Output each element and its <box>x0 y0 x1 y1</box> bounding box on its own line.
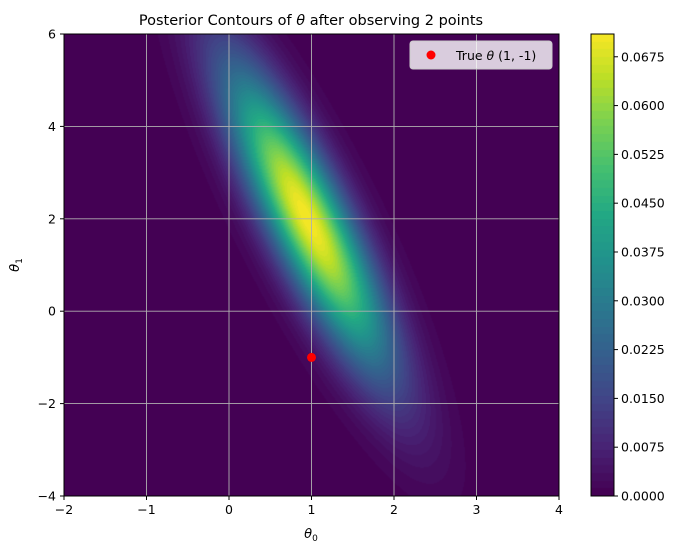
y-tick-label: 6 <box>48 27 56 42</box>
x-tick-label: 2 <box>390 502 398 517</box>
colorbar-tick-label: 0.0150 <box>621 391 665 406</box>
colorbar-tick-label: 0.0600 <box>621 98 665 113</box>
grid-lines <box>64 34 559 496</box>
colorbar-gradient <box>591 34 614 496</box>
colorbar-tick-label: 0.0000 <box>621 489 665 504</box>
x-tick-label: 4 <box>555 502 563 517</box>
y-axis-ticks: −4 −2 0 2 4 6 <box>38 27 64 504</box>
colorbar-tick-label: 0.0525 <box>621 147 665 162</box>
legend: True θ (1, -1) <box>409 40 553 70</box>
colorbar-tick-label: 0.0300 <box>621 293 665 308</box>
chart-title: Posterior Contours of θ after observing … <box>139 13 483 29</box>
y-tick-label: 4 <box>48 119 56 134</box>
x-tick-label: 3 <box>473 502 481 517</box>
plot-area <box>63 33 560 497</box>
x-tick-label: 0 <box>225 502 233 517</box>
legend-label: True θ (1, -1) <box>455 48 536 63</box>
x-tick-label: −1 <box>137 502 155 517</box>
colorbar-frame <box>590 33 615 497</box>
colorbar-ticks: 0.0000 0.0075 0.0150 0.0225 0.0300 0.0375 0.04… <box>614 49 665 504</box>
legend-box <box>409 40 553 70</box>
x-tick-label: 1 <box>308 502 316 517</box>
y-tick-label: −4 <box>38 489 56 504</box>
colorbar-tick-label: 0.0075 <box>621 440 665 455</box>
data-points <box>307 352 316 362</box>
x-axis-ticks: −2 −1 0 1 2 3 4 <box>55 496 563 517</box>
colorbar-tick-label: 0.0375 <box>621 244 665 259</box>
true-theta-point <box>307 352 316 362</box>
colorbar-tick-label: 0.0675 <box>621 49 665 64</box>
y-tick-label: 0 <box>48 304 56 319</box>
legend-marker <box>426 50 436 60</box>
y-tick-label: −2 <box>38 396 56 411</box>
y-tick-label: 2 <box>48 211 56 226</box>
x-tick-label: −2 <box>55 502 73 517</box>
y-axis-label: θ1 <box>8 258 25 272</box>
colorbar-tick-label: 0.0225 <box>621 342 665 357</box>
colorbar-tick-label: 0.0450 <box>621 196 665 211</box>
colorbar: 0.0000 0.0075 0.0150 0.0225 0.0300 0.0375 0.04… <box>590 33 665 504</box>
x-axis-label: θ0 <box>304 527 318 544</box>
